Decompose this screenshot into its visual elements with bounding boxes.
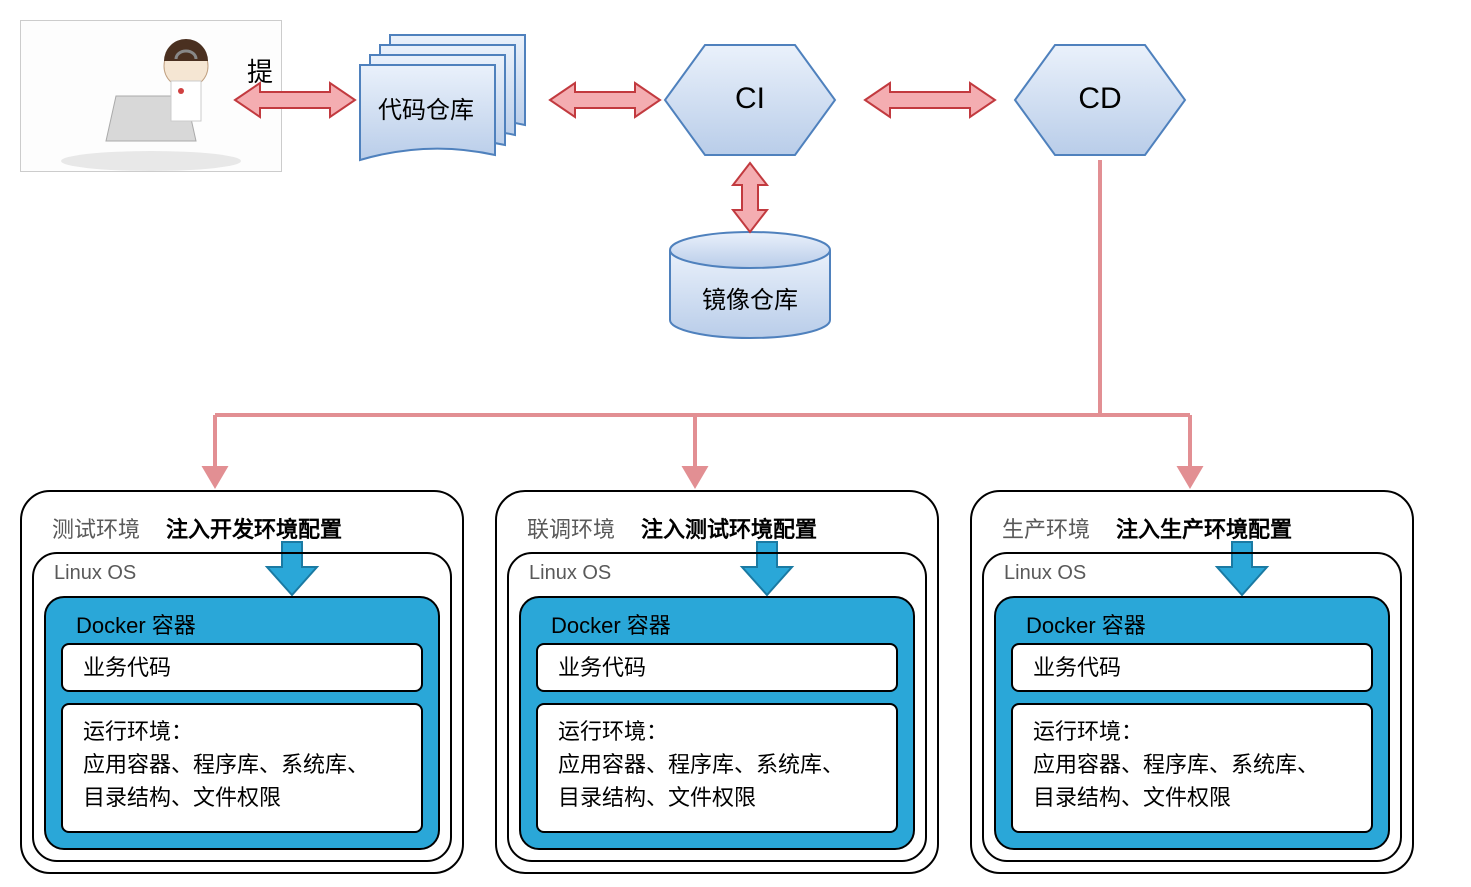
linux-box: Linux OS Docker 容器 业务代码 运行环境：应用容器、程序库、系统… [507, 552, 927, 862]
docker-box: Docker 容器 业务代码 运行环境：应用容器、程序库、系统库、目录结构、文件… [519, 596, 915, 850]
env-box-1: 联调环境 注入测试环境配置 Linux OS Docker 容器 业务代码 运行… [495, 490, 939, 874]
docker-label: Docker 容器 [551, 608, 671, 640]
env-box-2: 生产环境 注入生产环境配置 Linux OS Docker 容器 业务代码 运行… [970, 490, 1414, 874]
linux-box: Linux OS Docker 容器 业务代码 运行环境：应用容器、程序库、系统… [982, 552, 1402, 862]
env-title: 联调环境 [527, 512, 615, 544]
runtime-box: 运行环境：应用容器、程序库、系统库、目录结构、文件权限 [61, 703, 423, 833]
runtime-box: 运行环境：应用容器、程序库、系统库、目录结构、文件权限 [1011, 703, 1373, 833]
env-box-0: 测试环境 注入开发环境配置 Linux OS Docker 容器 业务代码 运行… [20, 490, 464, 874]
linux-box: Linux OS Docker 容器 业务代码 运行环境：应用容器、程序库、系统… [32, 552, 452, 862]
docker-box: Docker 容器 业务代码 运行环境：应用容器、程序库、系统库、目录结构、文件… [44, 596, 440, 850]
code-box: 业务代码 [1011, 643, 1373, 692]
diagram-canvas: 提 代码仓库 CI CD 镜像仓库 测试环境 注入开 [0, 0, 1471, 887]
linux-label: Linux OS [529, 562, 611, 585]
linux-label: Linux OS [1004, 562, 1086, 585]
linux-label: Linux OS [54, 562, 136, 585]
deployment-lines [0, 0, 1471, 500]
docker-label: Docker 容器 [1026, 608, 1146, 640]
env-title: 生产环境 [1002, 512, 1090, 544]
code-box: 业务代码 [536, 643, 898, 692]
code-box: 业务代码 [61, 643, 423, 692]
env-title: 测试环境 [52, 512, 140, 544]
runtime-box: 运行环境：应用容器、程序库、系统库、目录结构、文件权限 [536, 703, 898, 833]
docker-box: Docker 容器 业务代码 运行环境：应用容器、程序库、系统库、目录结构、文件… [994, 596, 1390, 850]
docker-label: Docker 容器 [76, 608, 196, 640]
